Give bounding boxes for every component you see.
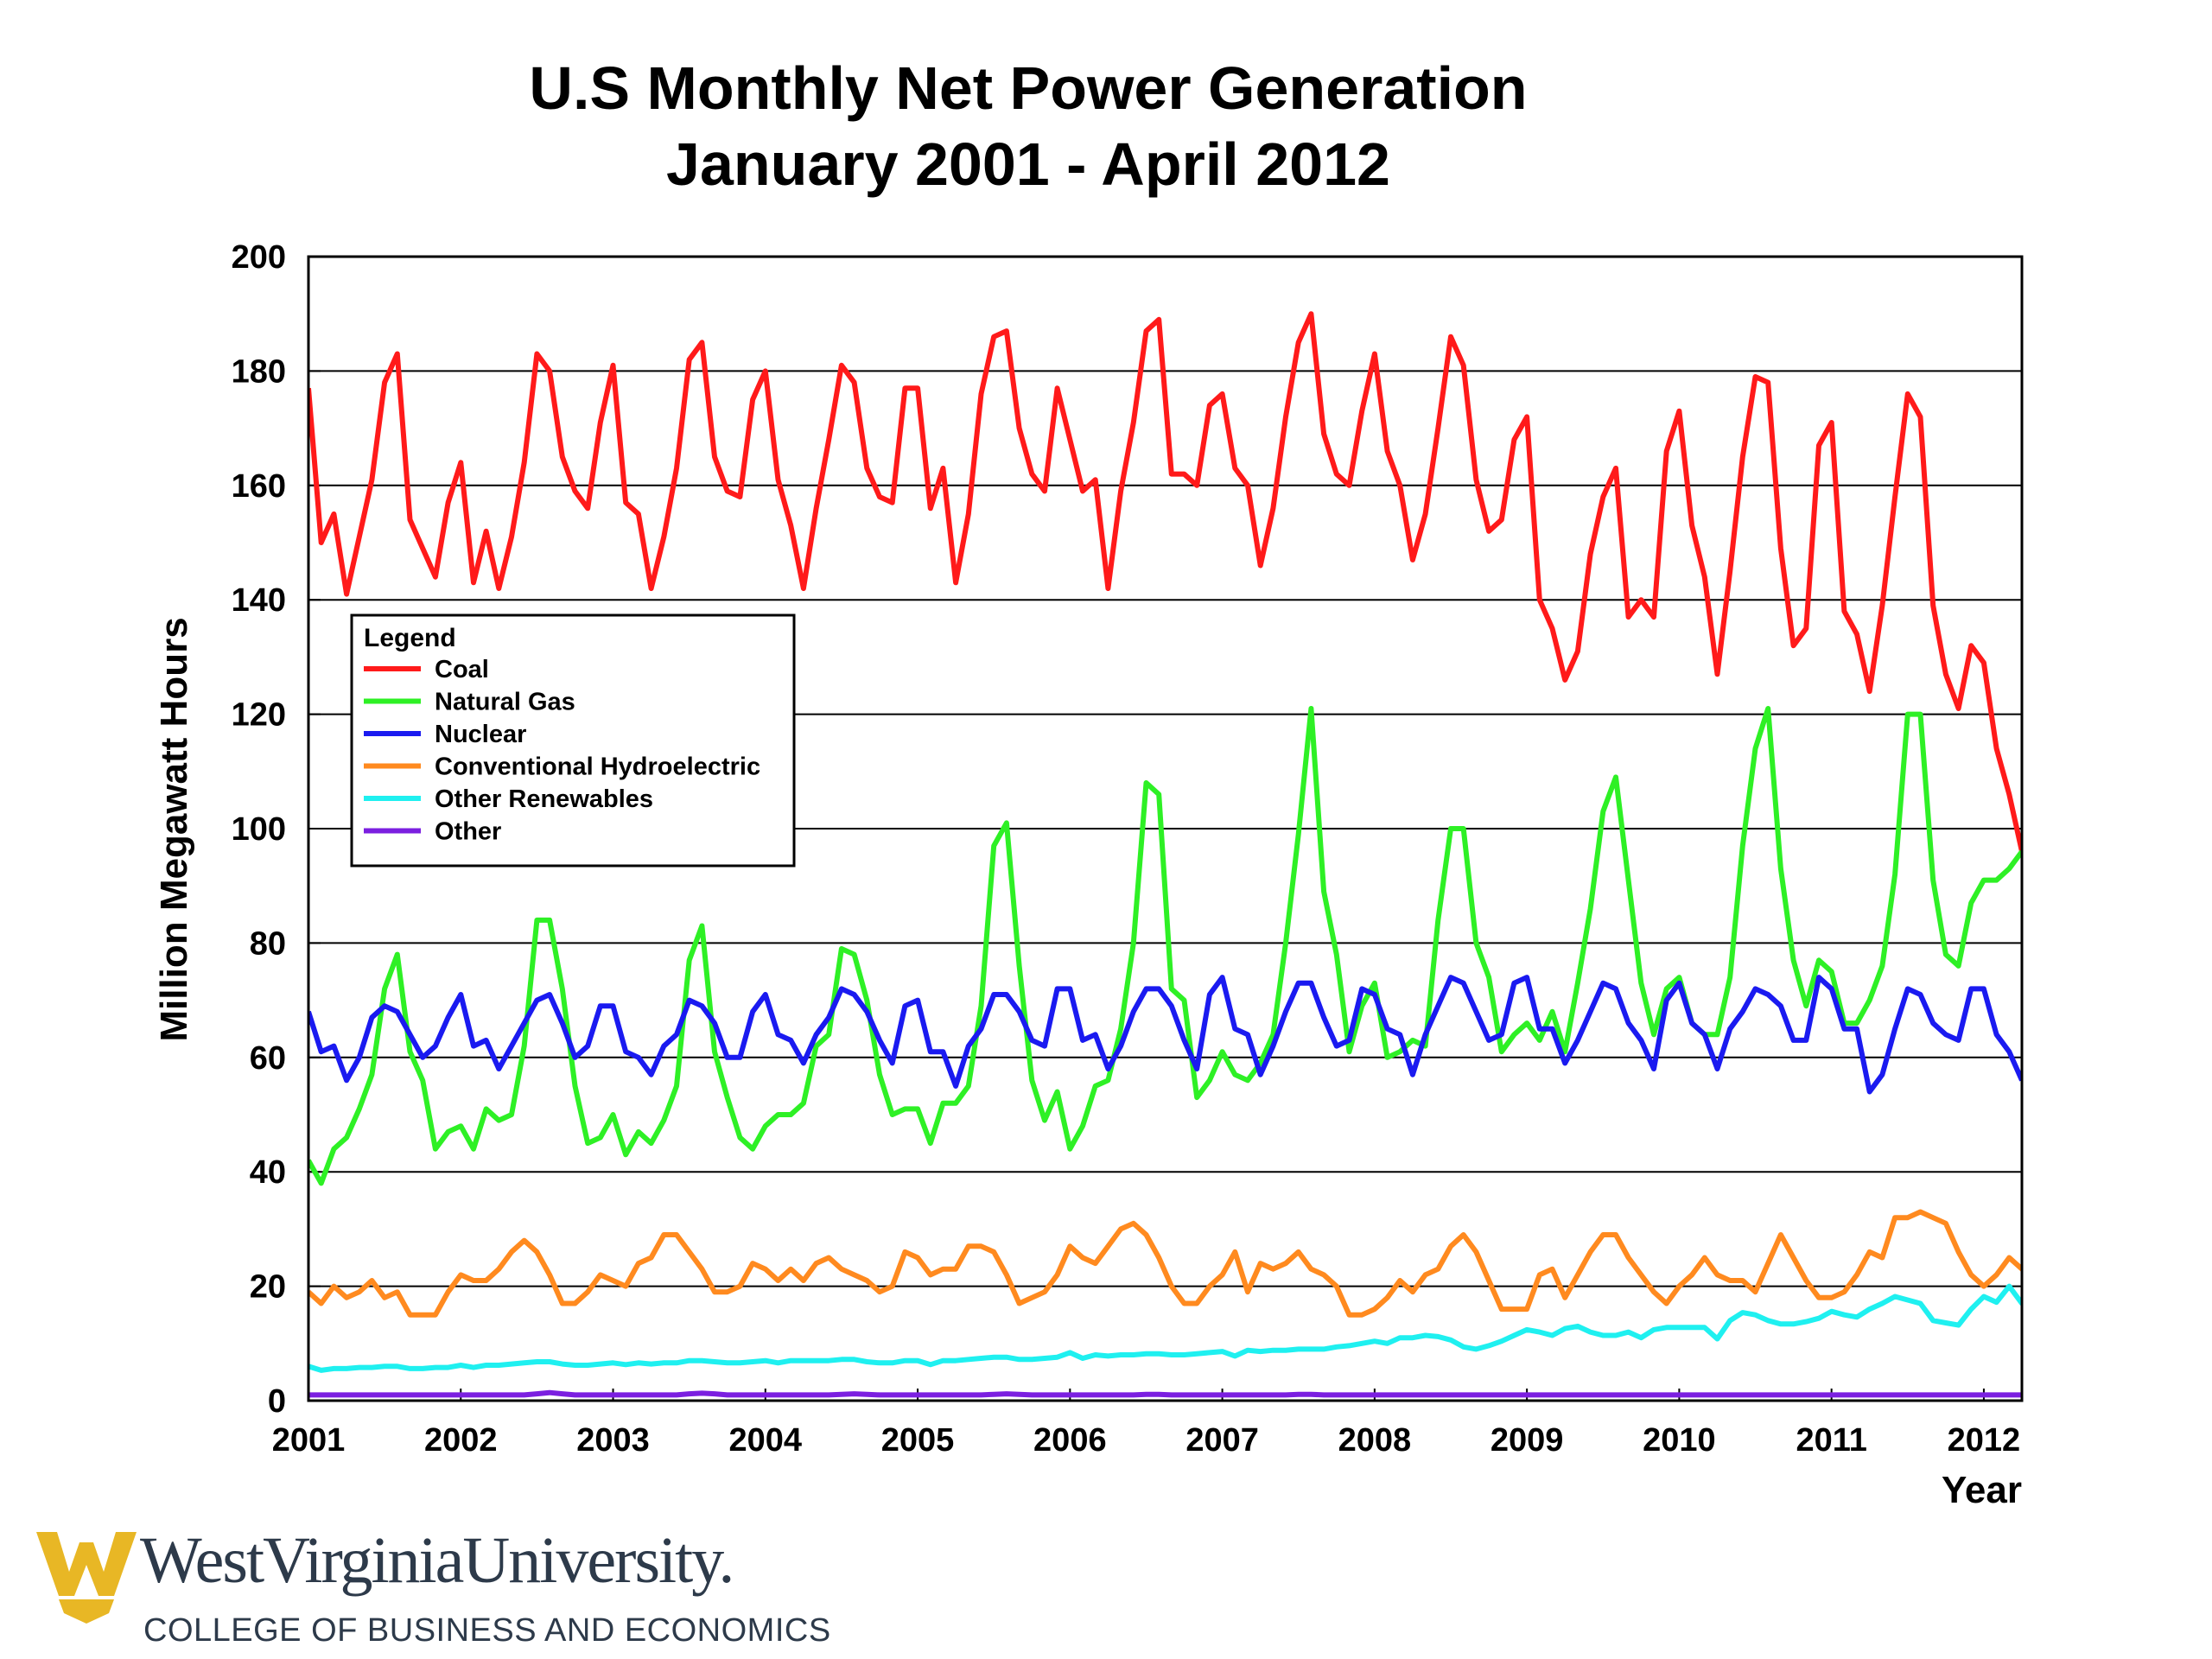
legend-label: Other (435, 818, 501, 846)
series-line-coal (308, 311, 2022, 853)
x-tick-label: 2004 (729, 1422, 803, 1459)
x-tick-label: 2009 (1491, 1422, 1564, 1459)
series-line-natural-gas (308, 706, 2022, 1186)
y-tick-label: 200 (232, 239, 286, 276)
x-tick-label: 2006 (1033, 1422, 1107, 1459)
chart-title-line-1: U.S Monthly Net Power Generation (529, 54, 1528, 122)
y-tick-label: 60 (250, 1040, 286, 1077)
y-tick-label: 100 (232, 811, 286, 848)
x-tick-label: 2003 (576, 1422, 650, 1459)
y-tick-label: 80 (250, 925, 286, 962)
legend-label: Conventional Hydroelectric (435, 753, 760, 781)
wvu-logo: WestVirginiaUniversity. COLLEGE OF BUSIN… (35, 1523, 830, 1653)
x-tick-label: 2012 (1948, 1422, 2021, 1459)
plot-frame (307, 255, 2024, 1402)
x-tick-label: 2007 (1185, 1422, 1259, 1459)
y-axis-label: Million Megawatt Hours (153, 617, 195, 1041)
x-tick-label: 2010 (1643, 1422, 1716, 1459)
x-tick-label: 2002 (424, 1422, 498, 1459)
y-tick-label: 120 (232, 697, 286, 734)
x-tick-label: 2008 (1338, 1422, 1412, 1459)
college-name: COLLEGE OF BUSINESS AND ECONOMICS (143, 1612, 831, 1649)
legend-label: Other Renewables (435, 785, 653, 813)
legend-label: Coal (435, 656, 489, 683)
x-axis-label: Year (1942, 1469, 2022, 1511)
x-tick-label: 2005 (881, 1422, 955, 1459)
series-line-conventional-hydroelectric (308, 1209, 2022, 1318)
y-tick-label: 20 (250, 1269, 286, 1306)
flying-wv-logo-icon (36, 1532, 137, 1624)
legend-label: Nuclear (435, 721, 526, 748)
x-tick-label: 2011 (1796, 1422, 1866, 1459)
y-tick-label: 40 (250, 1154, 286, 1191)
series-line-other (308, 1389, 2022, 1398)
y-tick-label: 140 (232, 582, 286, 619)
x-tick-label: 2001 (272, 1422, 346, 1459)
y-tick-label: 160 (232, 468, 286, 505)
series-line-other-renewables (308, 1283, 2022, 1373)
university-name: WestVirginiaUniversity. (140, 1524, 734, 1597)
legend-title: Legend (364, 624, 456, 652)
y-tick-label: 0 (268, 1383, 286, 1420)
series-line-nuclear (308, 975, 2022, 1095)
chart-title-line-2: January 2001 - April 2012 (666, 130, 1390, 198)
y-tick-label: 180 (232, 353, 286, 390)
legend-box (350, 613, 796, 868)
legend-label: Natural Gas (435, 689, 575, 716)
